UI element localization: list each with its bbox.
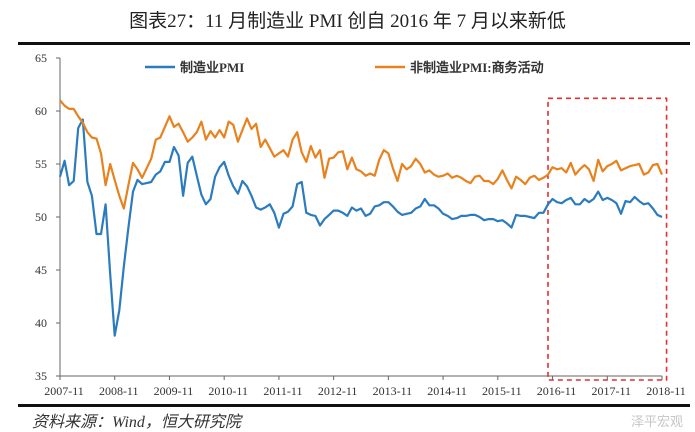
bottom-rule: [18, 404, 690, 407]
y-tick-label: 40: [35, 316, 47, 330]
x-tick-label: 2007-11: [44, 384, 84, 398]
x-tick-label: 2014-11: [427, 384, 467, 398]
x-tick-label: 2009-11: [154, 384, 194, 398]
watermark: 泽平宏观: [630, 414, 683, 429]
series-line-manufacturing: [58, 118, 663, 337]
x-tick-label: 2015-11: [482, 384, 522, 398]
chart-title: 图表27：11 月制造业 PMI 创自 2016 年 7 月以来新低: [129, 11, 566, 32]
y-tick-label: 45: [35, 263, 47, 277]
x-tick-label: 2016-11: [537, 384, 577, 398]
source-note: 资料来源：Wind，恒大研究院: [32, 414, 241, 431]
legend-label: 非制造业PMI:商务活动: [410, 60, 544, 75]
y-tick-label: 50: [35, 210, 47, 224]
top-rule: [18, 42, 690, 45]
x-tick-label: 2010-11: [208, 384, 248, 398]
y-tick-label: 55: [35, 157, 47, 171]
y-tick-label: 35: [35, 369, 47, 383]
legend-label: 制造业PMI: [180, 60, 244, 75]
y-tick-label: 65: [35, 51, 47, 65]
y-tick-label: 60: [35, 104, 47, 118]
series-line-non-manufacturing: [59, 99, 664, 210]
x-tick-label: 2017-11: [591, 384, 631, 398]
x-tick-label: 2013-11: [373, 384, 413, 398]
highlight-box: [547, 97, 668, 381]
x-tick-label: 2011-11: [263, 384, 302, 398]
x-tick-label: 2012-11: [318, 384, 358, 398]
x-tick-label: 2018-11: [646, 384, 686, 398]
x-tick-label: 2008-11: [99, 384, 139, 398]
